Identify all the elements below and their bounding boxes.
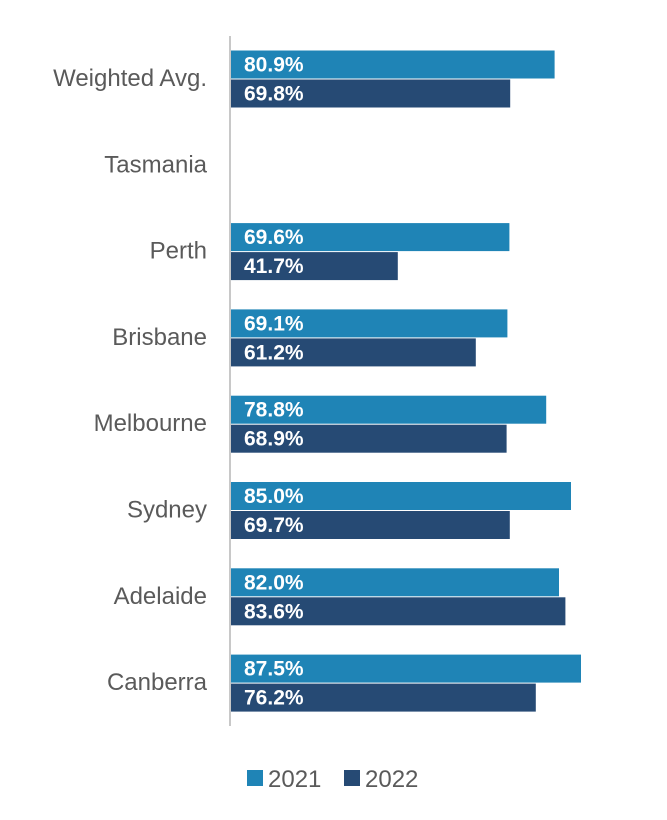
bar-perth-2022 (231, 252, 398, 281)
value-label-adelaide-2022: 83.6% (244, 600, 304, 623)
legend-label-2021: 2021 (268, 766, 321, 793)
category-label-sydney: Sydney (127, 497, 207, 524)
legend-swatch-2022 (344, 770, 360, 786)
bar-weighted-avg-2021 (231, 50, 555, 79)
category-label-perth: Perth (150, 238, 207, 265)
bar-canberra-2021 (231, 654, 581, 683)
bar-perth-2021 (231, 223, 510, 252)
category-label-weighted-avg: Weighted Avg. (53, 65, 207, 92)
value-label-canberra-2021: 87.5% (244, 658, 304, 681)
value-label-adelaide-2021: 82.0% (244, 571, 304, 594)
legend-swatch-2021 (247, 770, 263, 786)
value-label-sydney-2022: 69.7% (244, 514, 304, 537)
value-label-sydney-2021: 85.0% (244, 485, 304, 508)
bar-melbourne-2021 (231, 395, 547, 424)
value-label-canberra-2022: 76.2% (244, 687, 304, 710)
legend-label-2022: 2022 (365, 766, 418, 793)
category-label-brisbane: Brisbane (112, 324, 207, 351)
category-label-tasmania: Tasmania (104, 151, 207, 178)
value-label-melbourne-2022: 68.9% (244, 428, 304, 451)
bar-brisbane-2021 (231, 309, 508, 338)
bar-adelaide-2021 (231, 568, 559, 597)
bar-brisbane-2022 (231, 338, 476, 367)
bar-sydney-2022 (231, 511, 510, 539)
category-label-melbourne: Melbourne (94, 410, 207, 437)
category-label-adelaide: Adelaide (114, 583, 207, 610)
value-label-weighted-avg-2022: 69.8% (244, 83, 304, 106)
bars-layer: 80.9% 69.8% 69.6% 41.7% 69.1% 61.2% 78.8% 68.9%… (231, 50, 581, 712)
bar-weighted-avg-2022 (231, 79, 511, 108)
category-label-canberra: Canberra (107, 669, 208, 696)
value-label-melbourne-2021: 78.8% (244, 399, 304, 422)
category-labels: Weighted Avg. Tasmania Perth Brisbane Melbou… (53, 65, 208, 696)
bar-melbourne-2022 (231, 424, 507, 453)
value-label-perth-2022: 41.7% (244, 255, 304, 278)
value-label-brisbane-2022: 61.2% (244, 341, 304, 364)
value-label-brisbane-2021: 69.1% (244, 312, 304, 335)
value-label-perth-2021: 69.6% (244, 226, 304, 249)
value-label-weighted-avg-2021: 80.9% (244, 54, 304, 77)
bar-adelaide-2022 (231, 597, 566, 626)
bar-canberra-2022 (231, 683, 536, 712)
bar-sydney-2021 (231, 482, 571, 510)
legend: 2021 2022 (247, 766, 418, 793)
